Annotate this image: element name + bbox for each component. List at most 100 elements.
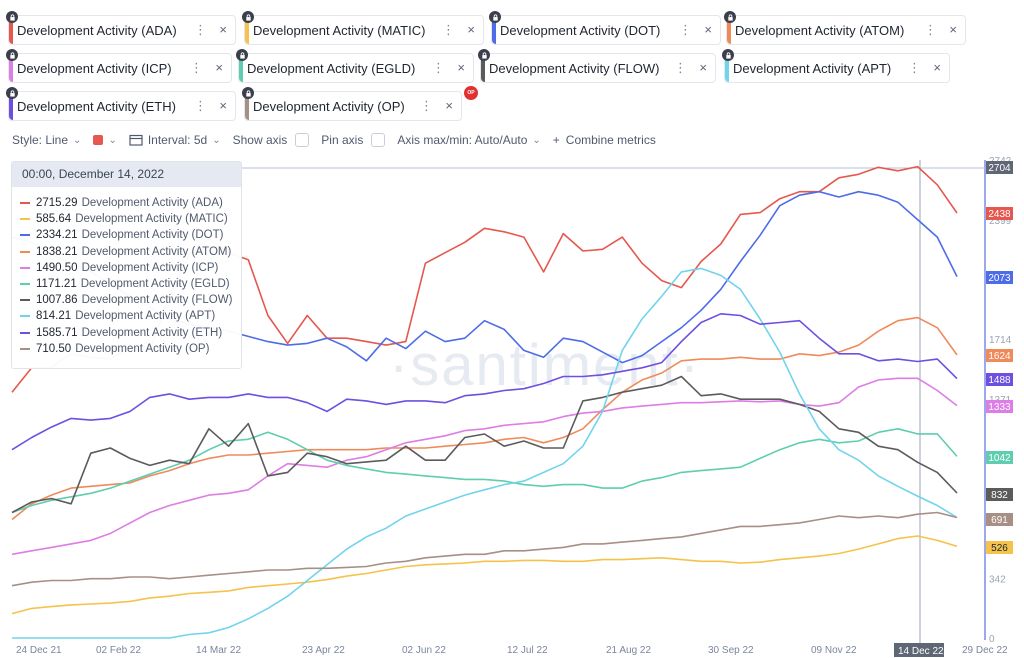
more-options-icon[interactable]: ⋮ [432, 60, 445, 75]
cursor-date-badge [894, 643, 944, 657]
combine-metrics-button[interactable]: + Combine metrics [553, 133, 656, 147]
x-tick-label: 24 Dec 21 [16, 645, 62, 656]
calendar-icon [129, 134, 143, 146]
show-axis-label: Show axis [232, 133, 288, 147]
lock-icon [489, 11, 501, 23]
metric-chip[interactable]: Development Activity (ETH) ⋮ × [6, 87, 236, 121]
tooltip-row: 814.21 Development Activity (APT) [20, 308, 241, 324]
interval-label: Interval: 5d [147, 133, 208, 147]
chart-tooltip: 00:00, December 14, 2022 2715.29 Developm… [11, 161, 242, 369]
show-axis-checkbox[interactable] [295, 133, 310, 147]
close-icon[interactable]: × [445, 98, 453, 113]
tooltip-value: 710.50 [36, 342, 72, 355]
more-options-icon[interactable]: ⋮ [194, 22, 207, 37]
tooltip-row: 2715.29 Development Activity (ADA) [20, 195, 241, 211]
series-color-swatch [20, 202, 30, 205]
interval-dropdown[interactable]: Interval: 5d ⌄ [129, 133, 221, 147]
axis-minmax-label: Axis max/min: Auto/Auto [397, 133, 528, 147]
close-icon[interactable]: × [219, 98, 227, 113]
series-line[interactable] [11, 316, 958, 521]
metric-chip[interactable]: Development Activity (MATIC) ⋮ × [242, 11, 484, 45]
metric-chip[interactable]: Development Activity (OP) ⋮ × [242, 87, 462, 121]
more-options-icon[interactable]: ⋮ [194, 98, 207, 113]
more-options-icon[interactable]: ⋮ [420, 98, 433, 113]
series-last-value-badge [986, 541, 1013, 554]
series-color-swatch [20, 218, 30, 221]
metric-chip-label: Development Activity (ADA) [17, 22, 177, 38]
x-tick-label: 29 Dec 22 [962, 645, 1008, 656]
y-tick-label: 342 [989, 574, 1006, 585]
tooltip-metric-name: Development Activity (ADA) [81, 197, 223, 210]
tooltip-row: 1838.21 Development Activity (ATOM) [20, 244, 241, 260]
color-picker[interactable]: ⌄ [93, 135, 117, 146]
pin-axis-checkbox[interactable] [371, 133, 386, 147]
cursor-value-label: 2704 [988, 163, 1011, 174]
more-options-icon[interactable]: ⋮ [679, 22, 692, 37]
close-icon[interactable]: × [704, 22, 712, 37]
series-line[interactable] [11, 377, 958, 556]
lock-icon [6, 11, 18, 23]
tooltip-metric-name: Development Activity (ICP) [81, 261, 219, 274]
op-logo-icon: OP [464, 86, 478, 100]
series-line[interactable] [11, 535, 958, 615]
metric-color-bar [9, 92, 13, 120]
cursor-value-badge [986, 161, 1013, 174]
more-options-icon[interactable]: ⋮ [190, 60, 203, 75]
axis-minmax-dropdown[interactable]: Axis max/min: Auto/Auto ⌄ [397, 133, 540, 147]
series-last-value-badge [986, 488, 1013, 501]
metric-chip-label: Development Activity (OP) [253, 98, 405, 114]
y-tick-label: 2399 [989, 216, 1012, 227]
series-line[interactable] [11, 428, 958, 514]
metric-chip[interactable]: Development Activity (APT) ⋮ × [722, 49, 950, 83]
metric-chip[interactable]: Development Activity (ICP) ⋮ × [6, 49, 232, 83]
series-line[interactable] [11, 375, 958, 514]
series-last-value-label: 2073 [988, 273, 1011, 284]
metric-color-bar [245, 92, 249, 120]
metric-chip-label: Development Activity (EGLD) [247, 60, 416, 76]
pin-axis-toggle[interactable]: Pin axis [321, 133, 386, 147]
metric-chip[interactable]: Development Activity (DOT) ⋮ × [489, 11, 721, 45]
metric-chip[interactable]: Development Activity (EGLD) ⋮ × [236, 49, 474, 83]
series-line[interactable] [11, 511, 958, 587]
close-icon[interactable]: × [215, 60, 223, 75]
metric-color-bar [481, 54, 485, 82]
series-line[interactable] [12, 267, 958, 639]
metric-chip[interactable]: Development Activity (ATOM) ⋮ × [724, 11, 966, 45]
series-line[interactable] [11, 313, 958, 451]
tooltip-metric-name: Development Activity (EGLD) [80, 278, 230, 291]
metric-chip-label: Development Activity (MATIC) [253, 22, 426, 38]
series-last-value-label: 526 [991, 543, 1008, 554]
metric-chip-label: Development Activity (DOT) [500, 22, 661, 38]
series-color-swatch [20, 283, 30, 286]
metric-chip[interactable]: Development Activity (ADA) ⋮ × [6, 11, 236, 45]
more-options-icon[interactable]: ⋮ [674, 60, 687, 75]
tooltip-value: 1007.86 [36, 294, 78, 307]
close-icon[interactable]: × [699, 60, 707, 75]
style-label: Style: Line [12, 133, 69, 147]
close-icon[interactable]: × [467, 22, 475, 37]
chevron-down-icon: ⌄ [73, 134, 82, 146]
tooltip-row: 710.50 Development Activity (OP) [20, 341, 241, 357]
series-last-value-label: 1624 [988, 351, 1011, 362]
metric-chip-label: Development Activity (ATOM) [735, 22, 905, 38]
chevron-down-icon: ⌄ [212, 134, 221, 146]
series-color-swatch [20, 266, 30, 269]
tooltip-metric-name: Development Activity (ATOM) [81, 245, 232, 258]
series-last-value-label: 1042 [988, 453, 1011, 464]
style-dropdown[interactable]: Style: Line ⌄ [12, 133, 81, 147]
close-icon[interactable]: × [219, 22, 227, 37]
x-tick-label: 09 Nov 22 [811, 645, 857, 656]
series-last-value-badge [986, 207, 1013, 220]
close-icon[interactable]: × [933, 60, 941, 75]
tooltip-metric-name: Development Activity (APT) [75, 310, 216, 323]
show-axis-toggle[interactable]: Show axis [233, 133, 310, 147]
more-options-icon[interactable]: ⋮ [908, 60, 921, 75]
close-icon[interactable]: × [457, 60, 465, 75]
close-icon[interactable]: × [949, 22, 957, 37]
metric-chip[interactable]: Development Activity (FLOW) ⋮ × [478, 49, 716, 83]
tooltip-value: 1838.21 [36, 245, 78, 258]
series-last-value-badge [986, 513, 1013, 526]
series-color-swatch [20, 250, 30, 253]
more-options-icon[interactable]: ⋮ [442, 22, 455, 37]
more-options-icon[interactable]: ⋮ [924, 22, 937, 37]
